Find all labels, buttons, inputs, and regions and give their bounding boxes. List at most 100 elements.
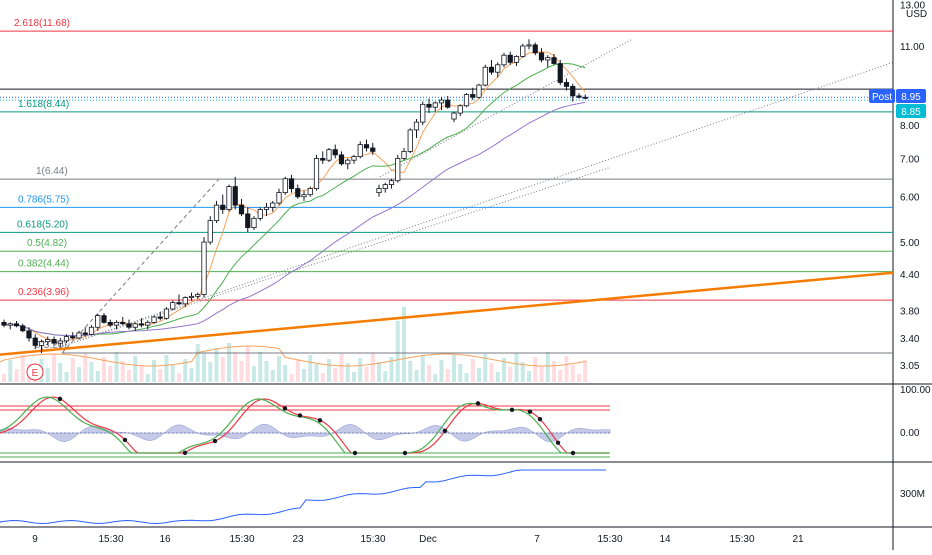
- candle-body: [582, 96, 588, 99]
- candle-body: [157, 316, 163, 319]
- candle: [363, 139, 370, 152]
- oscillator-tick-label: 0.00: [900, 428, 920, 439]
- candle-body: [538, 52, 545, 61]
- candle: [226, 184, 232, 212]
- candle: [576, 93, 582, 99]
- candle: [438, 97, 445, 111]
- volume-bar: [77, 367, 81, 382]
- candle-body: [301, 194, 307, 198]
- candle: [257, 207, 263, 221]
- time-tick-label: 15:30: [597, 534, 622, 545]
- candle: [82, 327, 88, 337]
- candle: [470, 87, 476, 101]
- candle: [320, 151, 326, 164]
- fib-level-label: 2.618(11.68): [14, 18, 70, 29]
- volume-bar: [252, 366, 256, 382]
- volume-cumulative-line: [0, 469, 606, 525]
- candle: [32, 334, 38, 350]
- time-axis[interactable]: 9 15:30 16 15:30 23 15:30 Dec 7 15:30 14 15:30 21: [32, 534, 804, 545]
- candle: [70, 332, 76, 340]
- earnings-event-label: E: [32, 368, 39, 379]
- volume-bar: [502, 358, 506, 382]
- candle: [113, 320, 120, 330]
- oscillator-cross-dot: [537, 416, 543, 422]
- volume-bar: [389, 357, 394, 382]
- volume-bar: [202, 353, 206, 382]
- candle-body: [38, 341, 45, 346]
- volume-bar: [289, 374, 294, 382]
- candle-body: [88, 326, 95, 335]
- candle: [457, 104, 463, 117]
- time-tick-label: 15:30: [729, 534, 754, 545]
- support-trendline[interactable]: [0, 271, 894, 356]
- candle-body: [463, 94, 470, 107]
- oscillator-cross-dot: [442, 428, 448, 434]
- price-tick-label: 8.00: [900, 121, 920, 132]
- volume-bar: [177, 373, 181, 382]
- candle-body: [32, 337, 38, 346]
- candle: [88, 325, 95, 336]
- volume-bar: [339, 354, 344, 382]
- price-tick-label: 13.00: [900, 0, 925, 11]
- price-tick-label: 3.05: [900, 361, 920, 372]
- price-axis[interactable]: 13.00 11.00 8.00 7.00 6.00 5.00 4.40 3.80 3.40 3.…: [869, 0, 927, 372]
- volume-bar: [552, 361, 556, 382]
- candle: [1, 319, 7, 328]
- price-tick-label: 4.40: [900, 270, 920, 281]
- candle-body: [476, 84, 482, 98]
- candle: [188, 292, 195, 301]
- candle: [157, 311, 163, 321]
- moving-average-line: [3, 51, 586, 343]
- candle-body: [513, 55, 520, 63]
- volume-bar: [408, 361, 413, 382]
- candle: [163, 307, 170, 320]
- candle: [532, 42, 538, 56]
- candle-body: [370, 147, 376, 152]
- candle: [563, 78, 570, 91]
- volume-bar: [120, 361, 125, 382]
- volume-bar: [220, 357, 225, 382]
- volume-bar: [308, 355, 313, 382]
- candle: [451, 111, 457, 123]
- candle: [263, 203, 270, 217]
- volume-bar: [20, 355, 25, 382]
- candle-body: [145, 321, 151, 326]
- volume-bar: [583, 360, 588, 382]
- price-tick-label: 7.00: [900, 154, 920, 165]
- price-tick-label: 5.00: [900, 238, 920, 249]
- candle: [13, 321, 20, 328]
- candle: [170, 300, 176, 311]
- candle: [176, 294, 182, 306]
- moving-average-line: [3, 62, 586, 337]
- candle: [76, 330, 82, 340]
- oscillator-cross-dot: [282, 406, 288, 411]
- time-tick-label: Dec: [419, 534, 437, 545]
- candle: [101, 312, 107, 324]
- volume-bar: [570, 365, 575, 382]
- candle: [376, 184, 382, 197]
- volume-bar: [270, 370, 275, 382]
- earnings-event-icon[interactable]: [26, 363, 44, 381]
- time-tick-label: 15:30: [229, 534, 254, 545]
- volume-ma-line: [0, 345, 586, 367]
- volume-bar: [264, 361, 269, 382]
- candle: [282, 176, 288, 195]
- candle: [182, 296, 188, 308]
- volume-bar: [83, 353, 88, 382]
- volume-bar: [395, 321, 400, 382]
- price-badge: [896, 104, 926, 118]
- candle-body: [263, 206, 270, 210]
- price-badge: [869, 89, 895, 103]
- volume-bar: [452, 355, 456, 382]
- candle-body: [276, 192, 282, 204]
- fib-level-label: 0.5(4.82): [27, 238, 67, 249]
- fib-level-label: 0.382(4.44): [18, 259, 69, 270]
- candle-body: [526, 44, 532, 47]
- volume-bar: [139, 365, 144, 382]
- candle-body: [288, 178, 295, 189]
- candle-body: [213, 204, 220, 222]
- volume-bar: [183, 359, 188, 382]
- candle: [426, 98, 432, 114]
- volume-bar: [108, 366, 113, 382]
- candle: [57, 337, 63, 347]
